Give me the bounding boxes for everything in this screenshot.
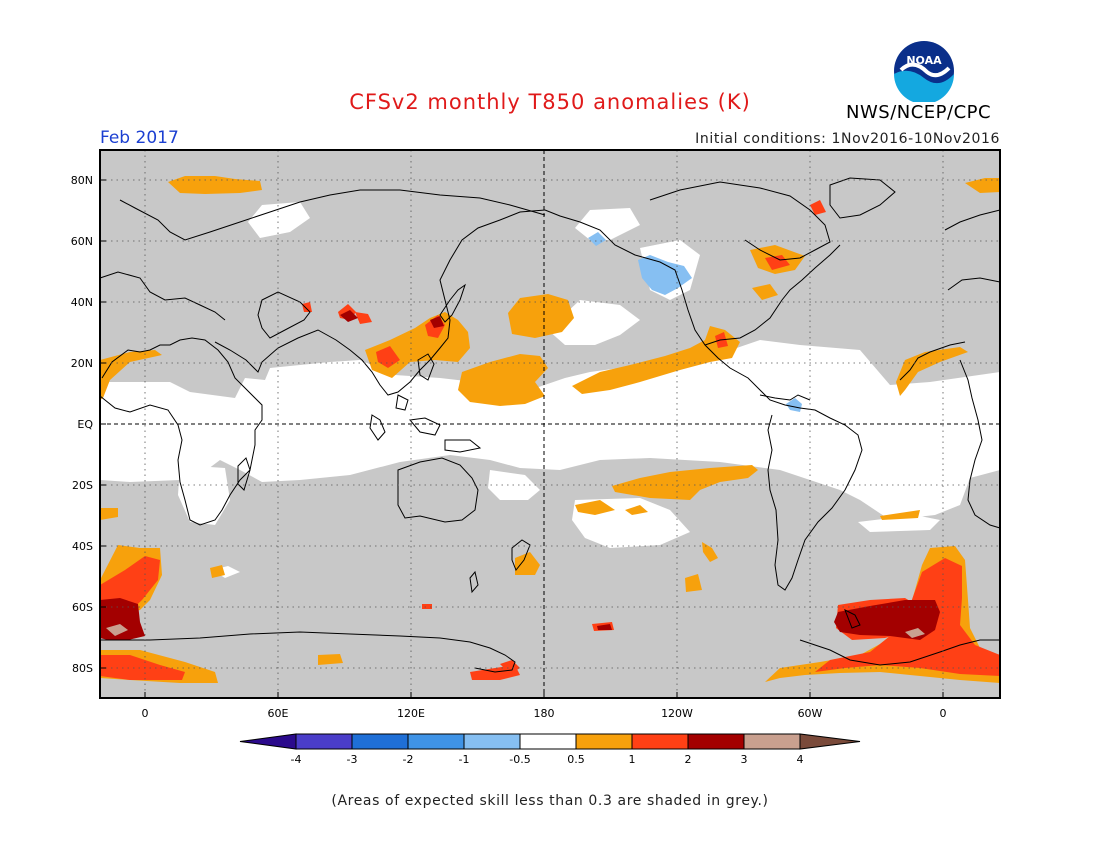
lat-label: 20N [71,357,93,370]
colorbar-bin [463,733,521,750]
colorbar-bin [687,733,745,750]
lat-label: 60N [71,235,93,248]
noaa-logo: NOAA [893,40,955,104]
colorbar: -4 -3 -2 -1 -0.5 0.5 1 2 3 4 [239,733,861,766]
initial-conditions-label: Initial conditions: 1Nov2016-10Nov2016 [695,131,1000,147]
map-title: CFSv2 monthly T850 anomalies (K) [349,90,751,114]
skill-footnote: (Areas of expected skill less than 0.3 a… [331,793,769,809]
colorbar-label: -4 [291,753,302,766]
organization-label: NWS/NCEP/CPC [846,102,992,123]
lon-label: 60E [268,707,289,720]
lat-label: 80S [72,662,93,675]
lat-label: 40N [71,296,93,309]
map-area [99,149,1001,699]
colorbar-bin [743,733,801,750]
colorbar-bin [295,733,353,750]
colorbar-label: -1 [459,753,470,766]
coastlines [99,177,1001,673]
colorbar-bin [351,733,409,750]
colorbar-bin [631,733,689,750]
colorbar-label: -3 [347,753,358,766]
graticule [100,150,1000,698]
lon-label: 180 [534,707,555,720]
lat-label: 80N [71,174,93,187]
colorbar-label: -0.5 [509,753,530,766]
forecast-month-label: Feb 2017 [100,128,179,148]
lon-label: 0 [940,707,947,720]
lat-label: EQ [77,418,93,431]
extreme-warm-anomaly-regions [106,624,925,638]
colorbar-label: 0.5 [567,753,585,766]
colorbar-label: 2 [685,753,692,766]
lat-label: 20S [72,479,93,492]
lon-label: 120W [661,707,693,720]
cold-anomaly-regions [588,232,802,412]
colorbar-label: 3 [741,753,748,766]
colorbar-bin [575,733,633,750]
colorbar-bin [407,733,465,750]
lat-label: 40S [72,540,93,553]
colorbar-label: 4 [797,753,804,766]
lat-label: 60S [72,601,93,614]
colorbar-label: -2 [403,753,414,766]
lon-label: 120E [397,707,425,720]
lon-label: 0 [142,707,149,720]
longitude-axis: 0 60E 120E 180 120W 60W 0 [142,692,947,720]
colorbar-bin [519,733,577,750]
reference-lines [100,150,1000,698]
latitude-axis: 80N 60N 40N 20N EQ 20S 40S 60S 80S [71,174,106,675]
colorbar-label: 1 [629,753,636,766]
lon-label: 60W [798,707,823,720]
colorbar-high-arrow [799,733,861,750]
colorbar-low-arrow [239,733,297,750]
svg-text:NOAA: NOAA [906,54,942,67]
